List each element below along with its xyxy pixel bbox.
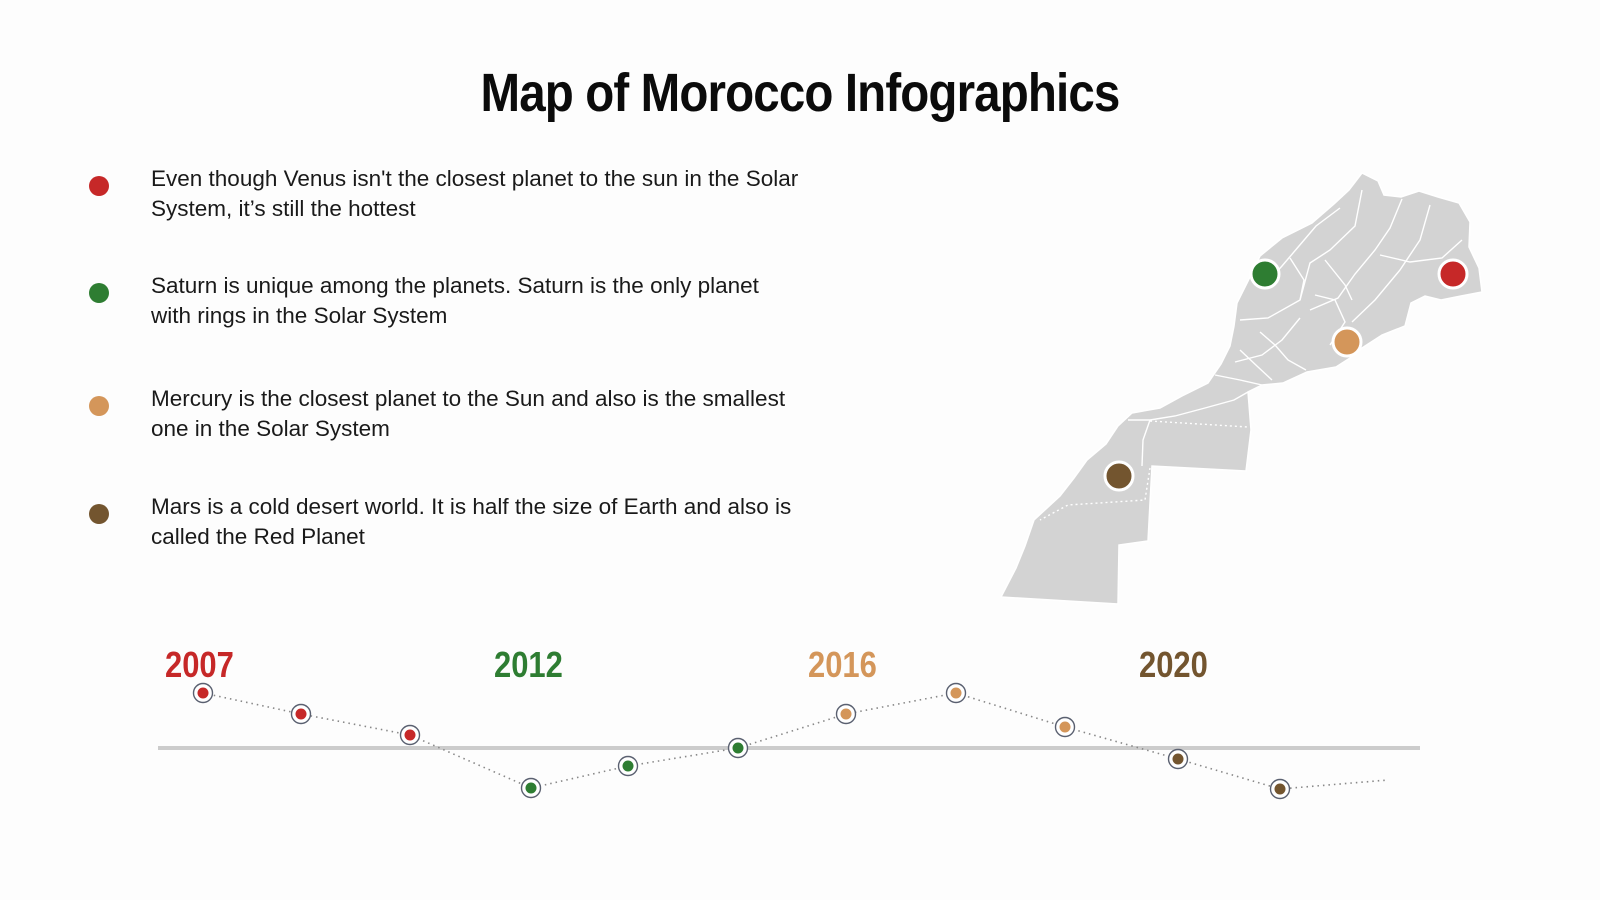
timeline-node <box>835 703 857 725</box>
timeline-node <box>617 755 639 777</box>
year-label-1: 2007 <box>165 644 234 685</box>
legend-text: Saturn is unique among the planets. Satu… <box>151 273 759 328</box>
border-dashed <box>1039 467 1151 521</box>
green-bullet-icon <box>89 283 109 303</box>
map-marker-icon <box>1103 460 1135 492</box>
timeline-node <box>399 724 421 746</box>
map-marker-icon <box>1249 258 1281 290</box>
timeline-node <box>945 682 967 704</box>
year-label-3: 2016 <box>808 644 877 685</box>
region-borders <box>1128 189 1463 421</box>
legend-text: Even though Venus isn't the closest plan… <box>151 166 799 221</box>
red-bullet-icon <box>89 176 109 196</box>
page-title: Map of Morocco Infographics <box>480 63 1121 123</box>
border-dashed <box>1149 420 1249 428</box>
year-label-2: 2012 <box>494 644 563 685</box>
timeline-node <box>520 777 542 799</box>
tan-bullet-icon <box>89 396 109 416</box>
timeline-node <box>1269 778 1291 800</box>
morocco-map <box>999 172 1483 605</box>
year-label-4: 2020 <box>1139 644 1208 685</box>
map-markers <box>1103 258 1469 492</box>
timeline-node <box>290 703 312 725</box>
timeline-node <box>1054 716 1076 738</box>
timeline-node <box>192 682 214 704</box>
timeline-node <box>1167 748 1189 770</box>
border-line <box>1141 419 1151 467</box>
brown-bullet-icon <box>89 504 109 524</box>
map-shape <box>999 172 1483 605</box>
timeline-dotted-path <box>202 692 1389 790</box>
legend-text: Mars is a cold desert world. It is half … <box>151 494 792 549</box>
map-marker-icon <box>1331 326 1363 358</box>
timeline-nodes <box>192 682 1291 800</box>
timeline-node <box>727 737 749 759</box>
map-marker-icon <box>1437 258 1469 290</box>
legend-text: Mercury is the closest planet to the Sun… <box>151 386 786 441</box>
